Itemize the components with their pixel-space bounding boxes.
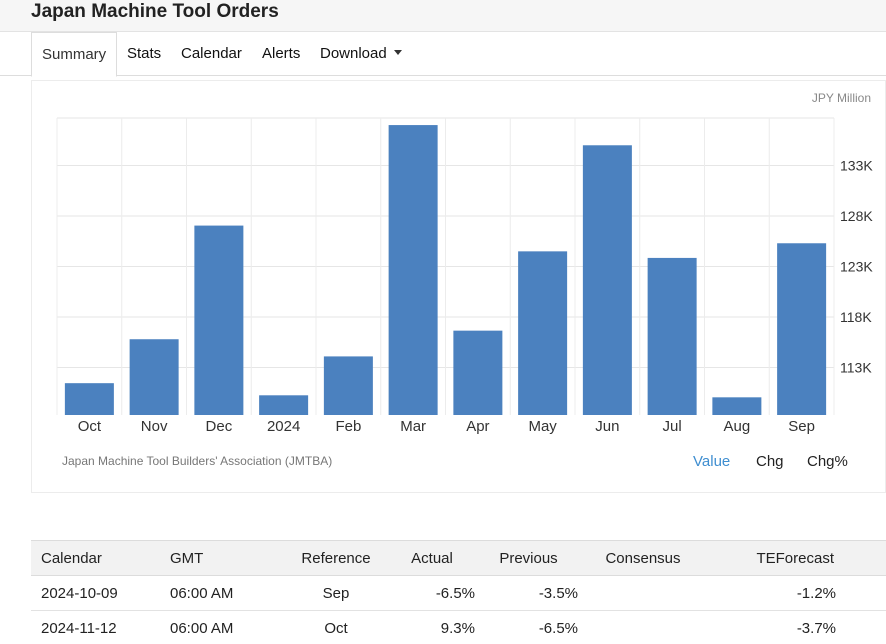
unit-label: JPY Million [811,91,871,105]
x-tick-label: Sep [788,418,815,435]
y-tick-label: 118K [840,309,872,325]
cell-reference: Oct [283,610,389,644]
bar [194,225,244,415]
tab-bar: Summary Stats Calendar Alerts Download [0,32,886,77]
col-teforecast: TEForecast [708,540,886,576]
bar [64,383,114,415]
chart-panel: JPY Million Oct Nov Dec 2024 Feb Mar Apr May Jun… [31,80,886,493]
y-tick-label: 128K [840,208,873,224]
bar [453,330,503,415]
col-calendar: Calendar [31,540,170,576]
cell-teforecast: -3.7% [708,610,886,644]
x-tick-label: Mar [400,418,426,435]
cell-date: 2024-11-12 [31,610,170,644]
mode-value-button[interactable]: Value [693,453,731,470]
mode-chg-button[interactable]: Chg [756,453,784,470]
x-tick-label: Oct [78,418,102,435]
tab-download[interactable]: Download [320,32,402,76]
cell-previous: -6.5% [479,610,578,644]
col-gmt: GMT [170,540,283,576]
bar-chart: Oct Nov Dec 2024 Feb Mar Apr May Jun Jul Aug Sep 113… [56,117,873,435]
table-row: 2024-11-12 06:00 AM Oct 9.3% -6.5% -3.7% [31,610,886,644]
calendar-header-row: Calendar GMT Reference Actual Previous C… [31,540,886,576]
x-tick-label: 2024 [267,418,300,435]
cell-gmt: 06:00 AM [170,610,283,644]
x-tick-label: Apr [466,418,489,435]
col-previous: Previous [479,540,578,576]
x-tick-label: Aug [724,418,751,435]
tab-stats[interactable]: Stats [127,45,162,62]
cell-actual: 9.3% [389,610,479,644]
x-tick-label: May [528,418,557,435]
cell-previous: -3.5% [479,575,578,611]
tab-alerts[interactable]: Alerts [262,45,301,62]
y-tick-label: 123K [840,259,873,275]
x-tick-label: Dec [206,418,233,435]
cell-gmt: 06:00 AM [170,575,283,611]
col-reference: Reference [283,540,389,576]
bar [259,395,309,415]
x-tick-label: Jun [595,418,619,435]
x-tick-label: Jul [663,418,682,435]
calendar-table: Calendar GMT Reference Actual Previous C… [31,540,886,644]
tab-summary[interactable]: Summary [31,32,118,77]
bar [777,243,827,415]
bar [323,356,373,415]
bar [712,397,762,415]
bar [582,145,632,415]
cell-teforecast: -1.2% [708,575,886,611]
caret-down-icon [393,49,402,55]
col-actual: Actual [389,540,479,576]
y-tick-label: 133K [840,157,873,173]
source-label: Japan Machine Tool Builders' Association… [62,454,333,468]
cell-reference: Sep [283,575,389,611]
col-consensus: Consensus [578,540,708,576]
y-tick-label: 113K [840,360,872,376]
tab-calendar[interactable]: Calendar [181,45,242,62]
x-tick-label: Nov [141,418,168,435]
cell-consensus [578,610,708,644]
cell-consensus [578,575,708,611]
title-bar: Japan Machine Tool Orders [0,0,886,32]
bar [388,125,438,416]
cell-date: 2024-10-09 [31,575,170,611]
mode-chg-pct-button[interactable]: Chg% [807,453,848,470]
x-tick-label: Feb [335,418,361,435]
page-title: Japan Machine Tool Orders [31,1,279,22]
bar [129,339,179,415]
bar [647,257,697,415]
table-row: 2024-10-09 06:00 AM Sep -6.5% -3.5% -1.2… [31,575,886,611]
tab-download-label: Download [320,45,387,62]
cell-actual: -6.5% [389,575,479,611]
bar [518,251,568,415]
